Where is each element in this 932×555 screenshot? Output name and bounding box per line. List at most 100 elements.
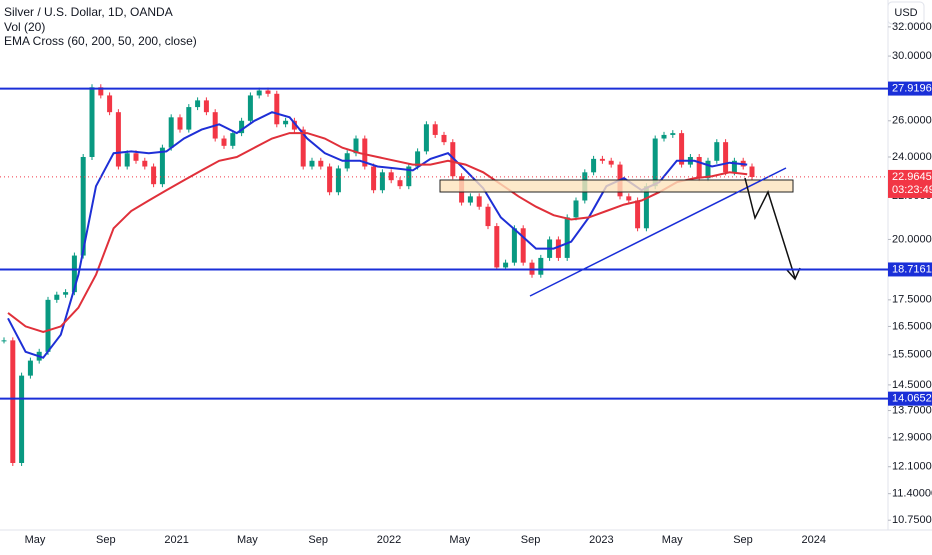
candle	[124, 153, 130, 167]
currency-label[interactable]: USD	[894, 7, 917, 19]
candle	[71, 255, 77, 293]
y-tick-label: 13.70000	[892, 404, 932, 416]
level-label: 27.91967	[892, 82, 932, 94]
candle	[467, 196, 473, 203]
candle	[309, 160, 315, 167]
candle	[573, 200, 579, 218]
candle	[485, 206, 491, 227]
candle	[362, 138, 368, 167]
y-tick-label: 32.00000	[892, 21, 932, 33]
y-tick-label: 30.00000	[892, 50, 932, 62]
countdown-label: 03:23:49	[892, 184, 932, 196]
x-tick-label: May	[25, 534, 46, 546]
currency-button[interactable]	[887, 1, 925, 25]
candle	[670, 133, 676, 135]
candle	[142, 160, 148, 167]
candle	[723, 142, 729, 173]
last-price-box	[888, 169, 932, 198]
candle	[705, 160, 711, 179]
level-label: 14.06525	[892, 393, 932, 405]
y-tick-label: 15.50000	[892, 349, 932, 361]
candle	[538, 257, 544, 275]
candle	[423, 124, 429, 152]
candle	[415, 151, 421, 167]
candle	[19, 375, 25, 463]
candle	[335, 168, 341, 193]
candle	[1, 340, 7, 342]
ema-line	[7, 132, 748, 334]
candle	[186, 107, 192, 130]
y-tick-label: 17.50000	[892, 294, 932, 306]
candle	[327, 166, 333, 193]
candle	[635, 200, 641, 229]
candle	[599, 158, 605, 161]
candle	[476, 196, 482, 207]
candle	[494, 226, 500, 268]
candle	[239, 120, 245, 134]
candle	[247, 95, 253, 121]
candle	[749, 166, 755, 178]
candle	[300, 129, 306, 167]
candle	[714, 142, 720, 161]
indicator-label: Vol (20)	[4, 20, 45, 34]
candle	[626, 196, 632, 201]
candle	[652, 138, 658, 187]
y-tick-label: 12.10000	[892, 461, 932, 473]
candle	[503, 262, 509, 268]
candle	[265, 90, 271, 94]
candle	[274, 93, 280, 125]
candle	[608, 160, 614, 165]
candle	[283, 120, 289, 125]
candle	[388, 172, 394, 181]
x-tick-label: 2023	[589, 534, 613, 546]
level-label-box	[888, 262, 932, 277]
candle	[371, 166, 377, 191]
candle	[291, 120, 297, 130]
arrow-head	[786, 267, 801, 281]
x-tick-label: Sep	[733, 534, 753, 546]
candle	[397, 180, 403, 187]
candle	[520, 228, 526, 263]
candle	[45, 299, 51, 352]
candle	[731, 160, 737, 173]
candle	[256, 90, 262, 96]
candle	[107, 95, 113, 113]
support-zone	[439, 179, 794, 193]
trend-line	[529, 167, 787, 297]
candle	[221, 138, 227, 146]
x-tick-label: May	[237, 534, 258, 546]
x-tick-label: Sep	[521, 534, 541, 546]
x-tick-label: 2022	[377, 534, 401, 546]
candle	[63, 292, 69, 295]
candle	[89, 87, 95, 157]
candle	[441, 134, 447, 143]
candle	[406, 166, 412, 187]
candle	[203, 100, 209, 113]
candle	[98, 87, 104, 96]
candle	[379, 172, 385, 191]
x-tick-label: May	[662, 534, 683, 546]
candle	[661, 134, 667, 139]
candle	[115, 112, 121, 167]
candle	[10, 340, 16, 463]
level-label-box	[888, 81, 932, 96]
x-tick-label: 2024	[802, 534, 826, 546]
y-tick-label: 12.90000	[892, 432, 932, 444]
candle	[318, 160, 324, 167]
y-tick-label: 14.50000	[892, 379, 932, 391]
y-tick-label: 16.50000	[892, 320, 932, 332]
candle	[230, 133, 236, 146]
candle	[555, 239, 561, 258]
indicator-label: EMA Cross (60, 200, 50, 200, close)	[4, 34, 197, 48]
projection-arrow	[744, 177, 796, 279]
candle	[133, 153, 139, 161]
y-tick-label: 11.40000	[892, 488, 932, 500]
candle	[159, 147, 165, 185]
candle	[80, 156, 86, 256]
chart-title: Silver / U.S. Dollar, 1D, OANDA	[4, 5, 173, 19]
x-tick-label: 2021	[164, 534, 188, 546]
y-tick-label: 20.00000	[892, 233, 932, 245]
level-label-box	[888, 391, 932, 406]
